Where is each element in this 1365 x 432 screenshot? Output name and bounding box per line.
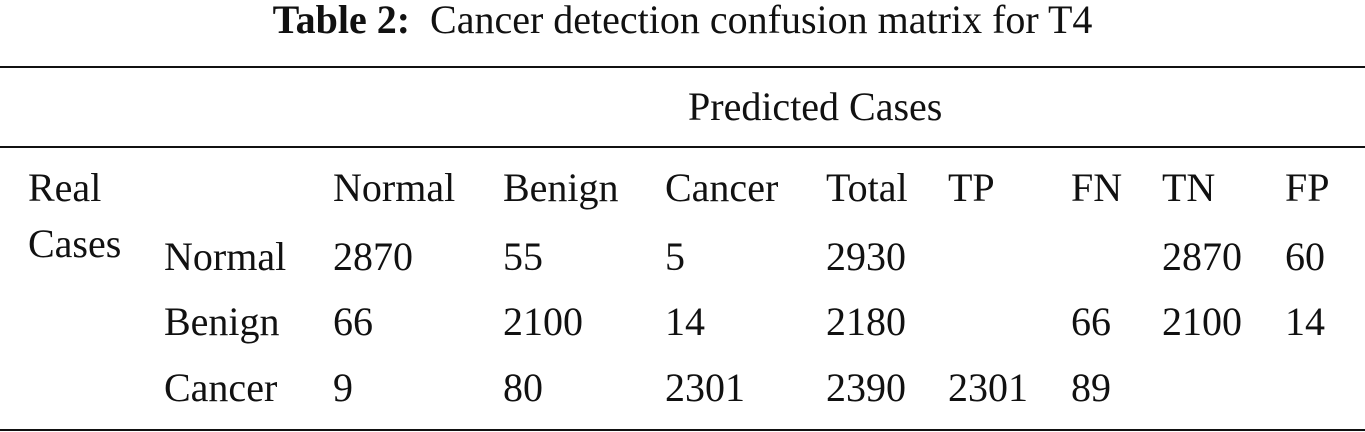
column-header: Normal (333, 165, 456, 210)
column-header: Benign (503, 165, 619, 210)
cell: 2301 (948, 365, 1028, 410)
mid-rule (0, 146, 1365, 148)
column-header: FP (1285, 165, 1330, 210)
cell: 5 (665, 234, 685, 279)
row-group-label: Real (28, 165, 102, 210)
cell: 2100 (1162, 299, 1242, 344)
cell: 2100 (503, 299, 583, 344)
group-header: Predicted Cases (688, 84, 943, 129)
cell: 2180 (826, 299, 906, 344)
cell: 14 (665, 299, 705, 344)
cell: 55 (503, 234, 543, 279)
row-label: Benign (164, 299, 280, 344)
row-label: Cancer (164, 365, 278, 410)
row-label: Normal (164, 234, 287, 279)
cell: 66 (333, 299, 373, 344)
cell: 66 (1071, 299, 1111, 344)
cell: 2870 (1162, 234, 1242, 279)
cell: 60 (1285, 234, 1325, 279)
cell: 9 (333, 365, 353, 410)
caption-text: Cancer detection confusion matrix for T4 (430, 0, 1093, 42)
cell: 2390 (826, 365, 906, 410)
caption: Table 2: Cancer detection confusion matr… (0, 0, 1365, 40)
bottom-rule (0, 429, 1365, 431)
cell: 2301 (665, 365, 745, 410)
row-group-label: Cases (28, 221, 122, 266)
column-header: FN (1071, 165, 1123, 210)
cell: 2870 (333, 234, 413, 279)
column-header: TN (1162, 165, 1216, 210)
column-header: Total (826, 165, 908, 210)
cell: 89 (1071, 365, 1111, 410)
column-header: Cancer (665, 165, 779, 210)
cell: 14 (1285, 299, 1325, 344)
column-header: TP (948, 165, 995, 210)
cell: 2930 (826, 234, 906, 279)
top-rule (0, 66, 1365, 68)
cell: 80 (503, 365, 543, 410)
caption-label: Table 2: (272, 0, 411, 42)
